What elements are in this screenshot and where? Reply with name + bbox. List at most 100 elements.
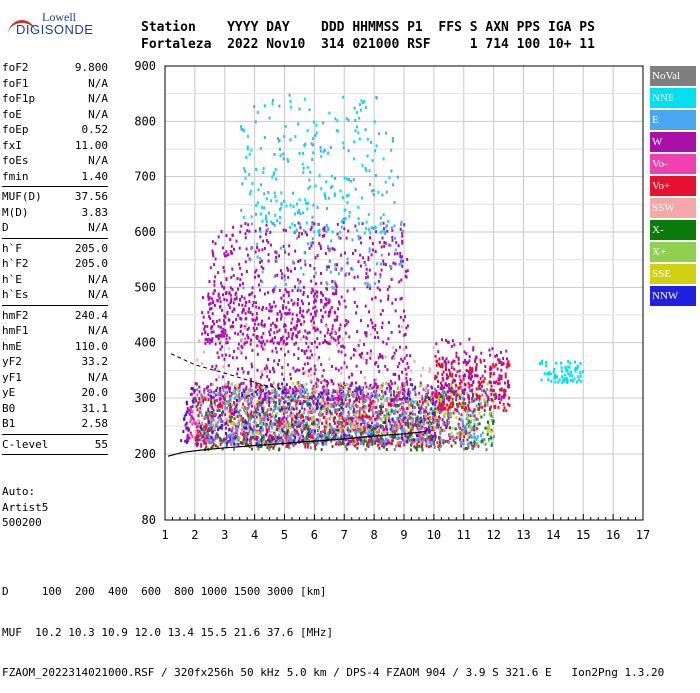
echo-point: [281, 272, 283, 275]
echo-point: [440, 393, 442, 396]
echo-point: [286, 205, 288, 208]
echo-point: [211, 436, 213, 439]
echo-point: [293, 205, 295, 208]
echo-point: [312, 400, 314, 403]
echo-point: [384, 399, 386, 402]
echo-point: [313, 121, 315, 124]
echo-point: [374, 324, 376, 327]
echo-point: [286, 444, 288, 447]
echo-point: [323, 416, 325, 419]
echo-point: [369, 287, 371, 290]
echo-point: [369, 357, 371, 360]
echo-point: [468, 386, 470, 389]
echo-point: [407, 269, 409, 272]
echo-point: [407, 324, 409, 327]
echo-point: [306, 356, 308, 359]
echo-point: [207, 430, 209, 433]
echo-point: [287, 415, 289, 418]
echo-point: [402, 402, 404, 405]
echo-point: [320, 282, 322, 285]
echo-point: [406, 362, 408, 365]
echo-point: [382, 426, 384, 429]
echo-point: [330, 239, 332, 242]
echo-point: [271, 309, 273, 312]
echo-point: [333, 337, 335, 340]
echo-point: [309, 341, 311, 344]
echo-point: [241, 367, 243, 370]
echo-point: [499, 382, 501, 385]
echo-point: [276, 260, 278, 263]
echo-point: [369, 169, 371, 172]
echo-point: [452, 398, 454, 401]
echo-point: [567, 360, 569, 363]
echo-point: [197, 401, 199, 404]
echo-point: [370, 333, 372, 336]
echo-point: [327, 331, 329, 334]
echo-point: [486, 388, 488, 391]
echo-point: [460, 386, 462, 389]
echo-point: [249, 420, 251, 423]
echo-point: [309, 171, 311, 174]
echo-point: [442, 441, 444, 444]
echo-point: [281, 366, 283, 369]
echo-point: [266, 220, 268, 223]
echo-point: [198, 425, 200, 428]
echo-point: [463, 435, 465, 438]
echo-point: [369, 404, 371, 407]
echo-point: [473, 419, 475, 422]
echo-point: [245, 318, 247, 321]
echo-point: [205, 413, 207, 416]
echo-point: [574, 361, 576, 364]
echo-point: [320, 363, 322, 366]
echo-point: [232, 356, 234, 359]
echo-point: [485, 427, 487, 430]
echo-point: [375, 378, 377, 381]
echo-point: [312, 391, 314, 394]
echo-point: [304, 427, 306, 430]
echo-point: [322, 387, 324, 390]
echo-point: [443, 421, 445, 424]
echo-point: [346, 383, 348, 386]
echo-point: [271, 176, 273, 179]
echo-point: [226, 442, 228, 445]
echo-point: [256, 425, 258, 428]
echo-point: [270, 408, 272, 411]
echo-point: [343, 382, 345, 385]
echo-point: [261, 206, 263, 209]
echo-point: [306, 391, 308, 394]
echo-point: [321, 395, 323, 398]
echo-point: [418, 392, 420, 395]
echo-point: [265, 214, 267, 217]
echo-point: [458, 423, 460, 426]
echo-point: [480, 434, 482, 437]
echo-point: [325, 252, 327, 255]
echo-point: [257, 400, 259, 403]
echo-point: [455, 427, 457, 430]
echo-point: [329, 426, 331, 429]
echo-point: [225, 250, 227, 253]
echo-point: [305, 231, 307, 234]
echo-point: [297, 298, 299, 301]
echo-point: [271, 340, 273, 343]
echo-point: [316, 295, 318, 298]
echo-point: [231, 325, 233, 328]
echo-point: [203, 351, 205, 354]
echo-point: [244, 170, 246, 173]
echo-point: [377, 336, 379, 339]
echo-point: [213, 323, 215, 326]
echo-point: [252, 436, 254, 439]
echo-point: [341, 399, 343, 402]
echo-point: [467, 410, 469, 413]
echo-point: [211, 325, 213, 328]
echo-point: [214, 275, 216, 278]
echo-point: [307, 432, 309, 435]
echo-point: [486, 448, 488, 451]
echo-point: [261, 320, 263, 323]
echo-point: [236, 434, 238, 437]
echo-point: [298, 232, 300, 235]
echo-point: [469, 426, 471, 429]
echo-point: [237, 333, 239, 336]
echo-point: [280, 191, 282, 194]
echo-point: [364, 413, 366, 416]
echo-point: [253, 327, 255, 330]
